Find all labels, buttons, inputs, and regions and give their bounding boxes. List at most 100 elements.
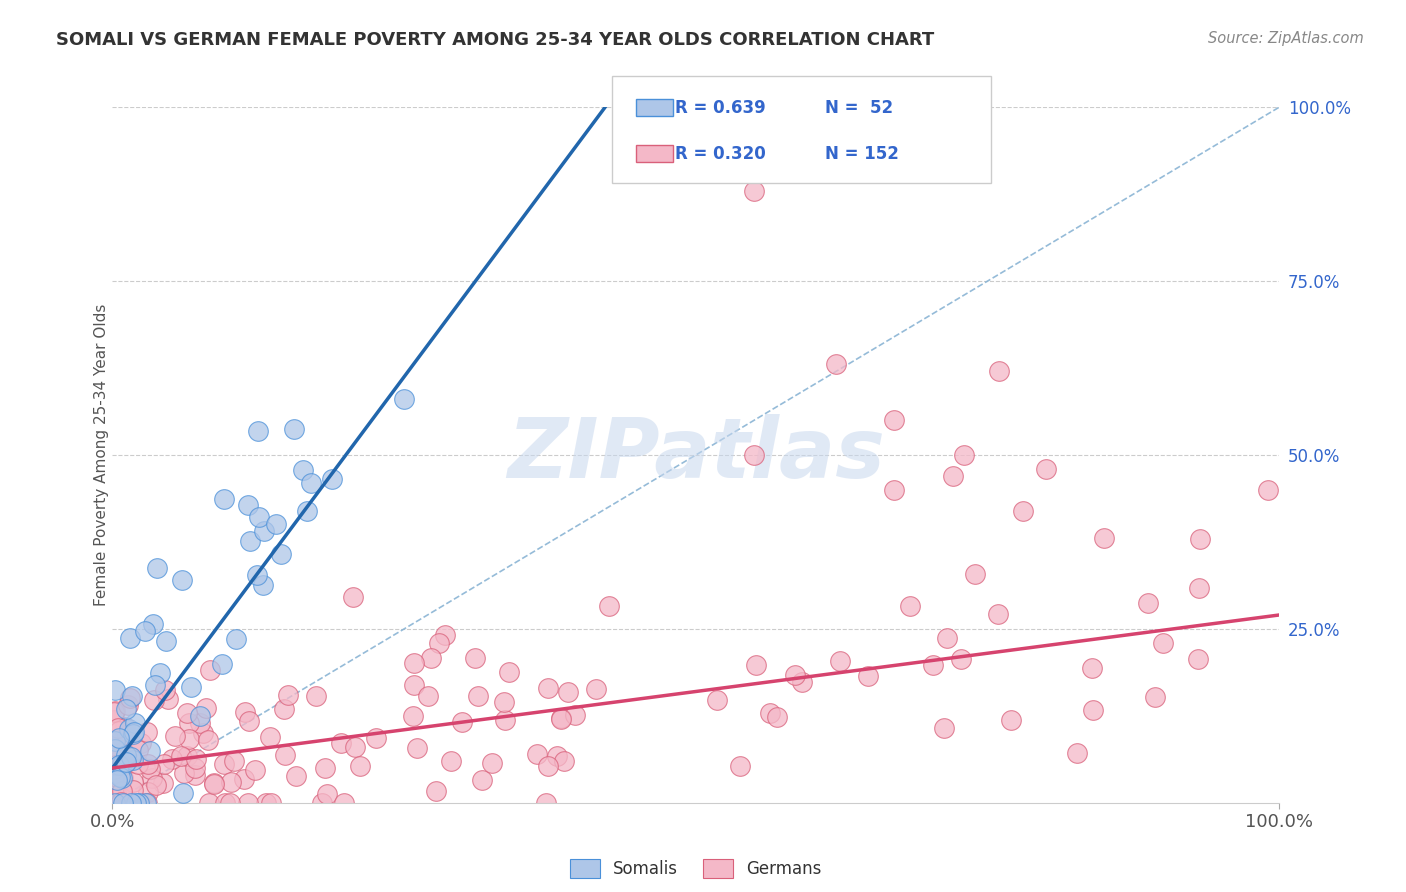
Point bbox=[277, 688, 299, 702]
Point bbox=[270, 547, 292, 561]
Point bbox=[534, 796, 557, 810]
Point bbox=[110, 796, 132, 810]
Point bbox=[105, 773, 128, 788]
Point bbox=[598, 599, 620, 614]
Point bbox=[193, 726, 215, 740]
Point bbox=[138, 762, 160, 776]
Text: ZIPatlas: ZIPatlas bbox=[508, 415, 884, 495]
Text: R = 0.320: R = 0.320 bbox=[675, 145, 766, 163]
Point bbox=[416, 689, 439, 703]
Point bbox=[550, 711, 572, 725]
Point bbox=[856, 668, 879, 682]
Point bbox=[546, 749, 568, 764]
Point bbox=[402, 709, 425, 723]
Point bbox=[333, 796, 356, 810]
Point bbox=[112, 796, 135, 810]
Point bbox=[498, 665, 520, 679]
Point bbox=[112, 796, 135, 810]
Point bbox=[792, 674, 814, 689]
Point bbox=[394, 392, 416, 407]
Point bbox=[145, 778, 167, 792]
Point bbox=[225, 632, 247, 647]
Point bbox=[987, 607, 1010, 621]
Point bbox=[197, 796, 219, 810]
Point bbox=[204, 776, 226, 790]
Point bbox=[118, 631, 141, 645]
Point bbox=[124, 715, 146, 730]
Point bbox=[1187, 652, 1209, 666]
Point bbox=[883, 413, 905, 427]
Point bbox=[304, 689, 326, 703]
Point bbox=[122, 775, 145, 789]
Point bbox=[1094, 532, 1116, 546]
Point bbox=[219, 796, 242, 810]
Point bbox=[744, 184, 766, 198]
Point bbox=[467, 689, 489, 703]
Point bbox=[155, 633, 177, 648]
Point bbox=[404, 678, 426, 692]
Point bbox=[157, 691, 180, 706]
Point bbox=[364, 731, 387, 745]
Point bbox=[104, 757, 127, 772]
Point bbox=[264, 517, 287, 532]
Point bbox=[239, 534, 262, 549]
Point bbox=[129, 736, 152, 750]
Point bbox=[1011, 503, 1033, 517]
Point bbox=[180, 680, 202, 694]
Point bbox=[114, 720, 136, 734]
Point bbox=[274, 747, 297, 762]
Point bbox=[553, 754, 575, 768]
Point bbox=[120, 749, 142, 764]
Point bbox=[233, 705, 256, 719]
Point bbox=[172, 574, 194, 588]
Point bbox=[124, 796, 146, 810]
Point bbox=[932, 721, 955, 735]
Point bbox=[825, 358, 848, 372]
Point bbox=[247, 510, 270, 524]
Point bbox=[117, 729, 139, 743]
Point bbox=[103, 769, 125, 783]
Point bbox=[173, 766, 195, 780]
Point bbox=[128, 796, 150, 810]
Point bbox=[111, 771, 134, 785]
Point bbox=[103, 789, 125, 803]
Point bbox=[184, 751, 207, 765]
Point bbox=[211, 657, 233, 671]
Point bbox=[214, 796, 236, 810]
Point bbox=[404, 656, 426, 670]
Point bbox=[830, 654, 852, 668]
Point bbox=[1257, 483, 1279, 497]
Point bbox=[450, 714, 472, 729]
Point bbox=[1189, 532, 1212, 546]
Point bbox=[744, 448, 766, 462]
Point bbox=[120, 796, 142, 810]
Point bbox=[730, 758, 752, 772]
Point bbox=[785, 668, 807, 682]
Point bbox=[557, 685, 579, 699]
Point bbox=[110, 757, 132, 772]
Point bbox=[188, 716, 211, 731]
Point bbox=[1143, 690, 1166, 704]
Point bbox=[321, 472, 343, 486]
Point bbox=[238, 714, 260, 728]
Point bbox=[342, 590, 364, 604]
Point bbox=[233, 772, 256, 787]
Point bbox=[197, 733, 219, 747]
Point bbox=[103, 705, 125, 719]
Text: SOMALI VS GERMAN FEMALE POVERTY AMONG 25-34 YEAR OLDS CORRELATION CHART: SOMALI VS GERMAN FEMALE POVERTY AMONG 25… bbox=[56, 31, 935, 49]
Point bbox=[179, 731, 201, 746]
Point bbox=[114, 796, 136, 810]
Point bbox=[236, 499, 259, 513]
Point bbox=[706, 693, 728, 707]
Point bbox=[108, 768, 131, 782]
Point bbox=[1081, 661, 1104, 675]
Point bbox=[243, 763, 266, 777]
Point bbox=[110, 785, 132, 799]
Point bbox=[104, 786, 127, 800]
Point bbox=[108, 770, 131, 784]
Point bbox=[311, 796, 333, 810]
Point bbox=[1035, 462, 1057, 476]
Point bbox=[107, 721, 129, 735]
Point bbox=[299, 475, 322, 490]
Point bbox=[143, 693, 166, 707]
